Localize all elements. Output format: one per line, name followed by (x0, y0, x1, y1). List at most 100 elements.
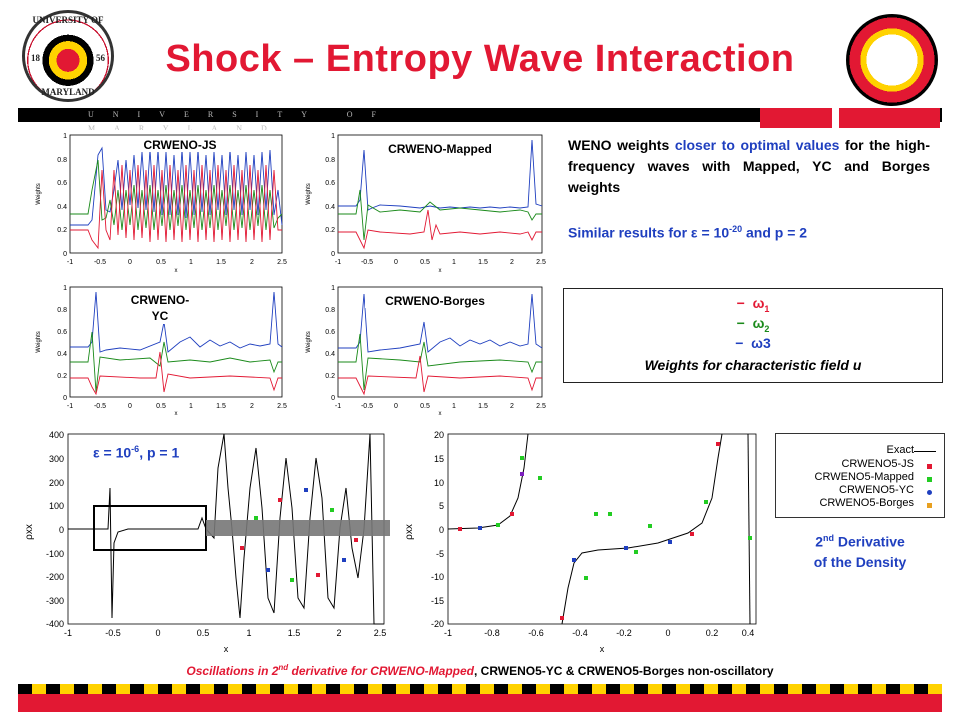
x-tick-label: -0.5 (105, 628, 121, 638)
y-tick-label: 400 (49, 430, 64, 440)
epsilon-annotation: ε = 10-6, p = 1 (93, 444, 180, 461)
y-tick-label: 0.2 (57, 227, 67, 234)
rotorcraft-center-seal (846, 14, 938, 106)
footer-suffix: nd (278, 663, 289, 672)
y-axis-label: Weights (36, 183, 42, 205)
description-paragraph-1: WENO weights closer to optimal values fo… (568, 135, 930, 198)
legend-omega1-sub: 1 (764, 303, 770, 314)
umd-banner: UNIVERSITY OF MARYLAND (18, 108, 942, 133)
rho-legend-exact: Exact (886, 444, 914, 456)
y-tick-label: 0 (63, 251, 67, 258)
bottom-banner-red (18, 694, 942, 712)
y-tick-label: 0.2 (325, 373, 335, 380)
x-tick-label: 1.5 (216, 403, 226, 410)
x-tick-label: 2 (510, 259, 514, 266)
y-tick-label: 0.6 (325, 180, 335, 187)
legend-item-omega2: − ω2 (564, 313, 942, 334)
weights-plot-borges-svg: 1 0.8 0.6 0.4 0.2 0 -1 -0.5 0 0.5 1 1.5 … (306, 285, 546, 417)
x-tick-label: -1 (335, 259, 341, 266)
umd-banner-text: UNIVERSITY OF MARYLAND (88, 110, 395, 133)
rho-legend: Exact CRWENO5-JS CRWENO5-Mapped CRWENO5-… (775, 433, 945, 518)
y-tick-label: 0.2 (325, 227, 335, 234)
x-tick-label: 0.2 (706, 628, 719, 638)
x-tick-label: 2 (510, 403, 514, 410)
y-tick-label: 0.6 (57, 180, 67, 187)
page-title: Shock – Entropy Wave Interaction (165, 38, 795, 80)
second-derivative-line1: 2nd Derivative (770, 528, 950, 552)
seal-right-year: 56 (96, 53, 105, 63)
seal-bottom-text: MARYLAND (41, 87, 95, 97)
panel-label-borges: CRWENO-Borges (365, 294, 505, 308)
description-paragraph-2: Similar results for ε = 10-20 and p = 2 (568, 219, 930, 244)
y-tick-label: 300 (49, 454, 64, 464)
x-axis-label: x (600, 644, 605, 654)
y-axis-label: ρxx (404, 524, 415, 540)
banner-flag-decoration (760, 108, 940, 128)
y-tick-label: 20 (434, 430, 444, 440)
y-tick-label: -400 (46, 619, 64, 629)
footer-note: Oscillations in 2nd derivative for CRWEN… (0, 663, 960, 678)
x-ticks: -1 -0.5 0 0.5 1 1.5 2 2.5 (67, 259, 287, 266)
y-tick-label: 0.8 (57, 157, 67, 164)
x-tick-label: 0 (394, 403, 398, 410)
x-tick-label: 0 (665, 628, 670, 638)
x-tick-label: 0.5 (420, 259, 430, 266)
bottom-banner-pattern (18, 684, 942, 694)
rho-plot-left-svg: 400 300 200 100 0 -100 -200 -300 -400 -1… (24, 430, 390, 654)
y-tick-label: 5 (439, 501, 444, 511)
rho-legend-yc: CRWENO5-YC (839, 484, 914, 496)
seal-top-text: UNIVERSITY OF (32, 15, 104, 25)
x-tick-label: 1 (246, 628, 251, 638)
footer-note-red: Oscillations in 2nd derivative for CRWEN… (186, 663, 475, 678)
y-tick-label: 0.4 (57, 351, 67, 358)
x-tick-label: -0.5 (94, 403, 106, 410)
x-axis-label: x (224, 644, 229, 654)
weights-plot-jsweno: 1 0.8 0.6 0.4 0.2 0 -1 -0.5 0 0.5 1 1.5 … (30, 130, 290, 275)
panel-label-yc-line1: CRWENO- (130, 293, 190, 307)
weights-plot-yc: 1 0.8 0.6 0.4 0.2 0 -1 -0.5 0 0.5 1 1.5 … (30, 282, 290, 417)
rho-legend-yc-marker (927, 490, 932, 495)
legend-caption: Weights for characteristic field u (644, 357, 862, 373)
epsilon-exponent: -20 (729, 224, 743, 234)
x-tick-label: 2.5 (536, 403, 546, 410)
zoom-arrow (206, 514, 390, 542)
x-tick-label: 1 (452, 259, 456, 266)
derivative-number: 2 (815, 533, 823, 550)
legend-omega3-label: ω3 (751, 335, 771, 351)
y-tick-label: 0.4 (325, 204, 335, 211)
x-tick-label: -0.4 (572, 628, 588, 638)
x-tick-label: 2 (250, 403, 254, 410)
x-tick-label: 1.5 (288, 628, 301, 638)
description-text-part: Similar results for ε = 10 (568, 224, 730, 241)
epsilon-annotation-exp: -6 (131, 444, 140, 454)
legend-item-omega3: − ω3 (564, 333, 942, 353)
description-text: WENO weights closer to optimal values fo… (568, 135, 930, 244)
legend-omega1-label: ω (752, 295, 765, 311)
panel-label-mapped: CRWENO-Mapped (370, 142, 510, 156)
y-tick-label: 0.8 (325, 307, 335, 314)
y-tick-label: 0 (59, 525, 64, 535)
x-tick-label: 2 (336, 628, 341, 638)
y-tick-label: 15 (434, 454, 444, 464)
x-axis-label: x (439, 411, 442, 417)
rho-right-markers (458, 442, 752, 620)
rho-plot-left: 400 300 200 100 0 -100 -200 -300 -400 -1… (18, 428, 390, 658)
footer-text-part: derivative for CRWENO-Mapped (288, 664, 475, 678)
y-tick-label: 0 (63, 395, 67, 402)
rho-legend-js: CRWENO5-JS (841, 458, 914, 470)
x-tick-label: 1.5 (478, 259, 488, 266)
x-tick-label: 1.5 (478, 403, 488, 410)
x-tick-label: -0.2 (616, 628, 632, 638)
rho-legend-mapped: CRWENO5-Mapped (814, 471, 914, 483)
weights-plot-mapped-svg: 1 0.8 0.6 0.4 0.2 0 -1 -0.5 0 0.5 1 1.5 … (306, 133, 546, 274)
weights-legend: − ω1 − ω2 − ω3 Weights for characteristi… (563, 288, 943, 383)
x-tick-label: 1.5 (216, 259, 226, 266)
weights-plot-mapped: 1 0.8 0.6 0.4 0.2 0 -1 -0.5 0 0.5 1 1.5 … (300, 130, 550, 275)
epsilon-annotation-part: , p = 1 (139, 444, 180, 461)
x-tick-label: -0.5 (361, 403, 373, 410)
x-tick-label: 0.5 (156, 259, 166, 266)
rho-plot-right: 20 15 10 5 0 -5 -10 -15 -20 -1 -0.8 -0.6… (398, 428, 763, 658)
derivative-suffix: nd (822, 533, 834, 543)
y-tick-label: -200 (46, 572, 64, 582)
x-tick-label: -1 (444, 628, 452, 638)
